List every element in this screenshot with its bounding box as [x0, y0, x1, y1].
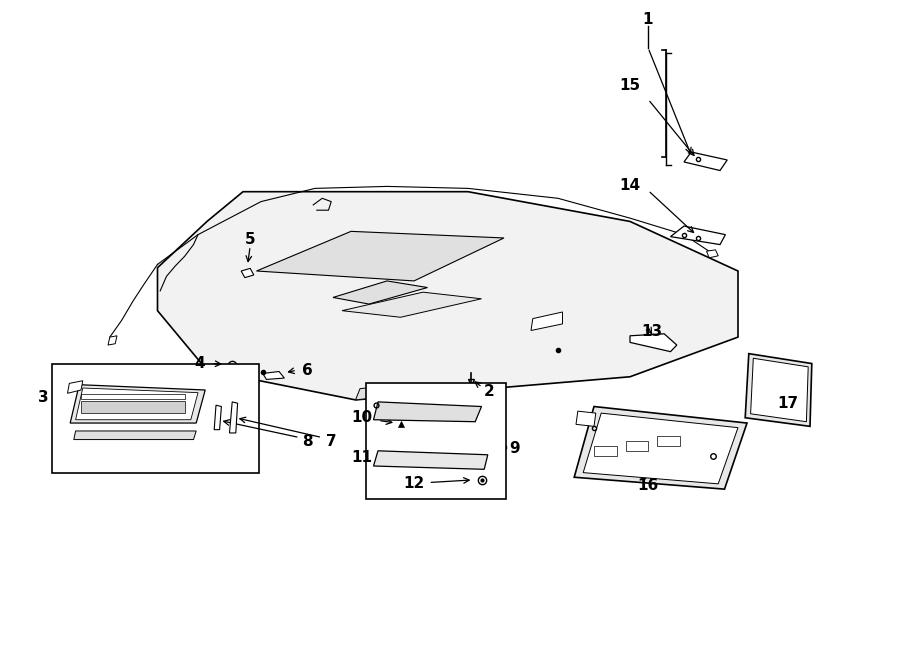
Bar	[657, 436, 680, 446]
Text: 14: 14	[619, 178, 641, 192]
Text: 11: 11	[352, 450, 373, 465]
Polygon shape	[670, 226, 725, 245]
Polygon shape	[706, 250, 718, 258]
Polygon shape	[256, 231, 504, 281]
Polygon shape	[583, 413, 738, 484]
Text: 15: 15	[619, 79, 641, 93]
Text: 17: 17	[777, 396, 798, 410]
Bar	[626, 441, 648, 451]
Polygon shape	[374, 402, 482, 422]
Bar	[81, 394, 184, 399]
Bar	[81, 401, 184, 413]
Text: 12: 12	[403, 477, 425, 491]
Text: 10: 10	[352, 410, 373, 425]
Polygon shape	[214, 405, 221, 430]
Polygon shape	[230, 402, 238, 433]
Polygon shape	[241, 268, 254, 278]
Text: 1: 1	[643, 13, 653, 27]
Polygon shape	[342, 292, 482, 317]
Text: 4: 4	[194, 356, 205, 371]
Text: 3: 3	[38, 391, 49, 405]
Text: 16: 16	[637, 479, 659, 493]
Polygon shape	[356, 387, 378, 400]
Polygon shape	[68, 381, 83, 393]
Text: 13: 13	[641, 325, 662, 339]
FancyBboxPatch shape	[52, 364, 259, 473]
Text: 9: 9	[509, 441, 520, 455]
Polygon shape	[263, 371, 284, 379]
Text: 2: 2	[484, 384, 495, 399]
Polygon shape	[76, 388, 198, 420]
Polygon shape	[751, 358, 808, 422]
Polygon shape	[333, 281, 428, 304]
Polygon shape	[158, 192, 738, 400]
Text: 5: 5	[245, 232, 256, 247]
Polygon shape	[108, 336, 117, 345]
Polygon shape	[374, 451, 488, 469]
Polygon shape	[745, 354, 812, 426]
FancyBboxPatch shape	[366, 383, 506, 499]
Text: 6: 6	[302, 363, 313, 377]
Bar	[594, 446, 616, 456]
Polygon shape	[630, 334, 677, 352]
Text: 7: 7	[326, 434, 337, 449]
Polygon shape	[531, 312, 562, 330]
Polygon shape	[70, 385, 205, 423]
Polygon shape	[684, 152, 727, 171]
Text: 8: 8	[302, 434, 313, 449]
Polygon shape	[574, 407, 747, 489]
Polygon shape	[576, 411, 596, 426]
Polygon shape	[74, 431, 196, 440]
